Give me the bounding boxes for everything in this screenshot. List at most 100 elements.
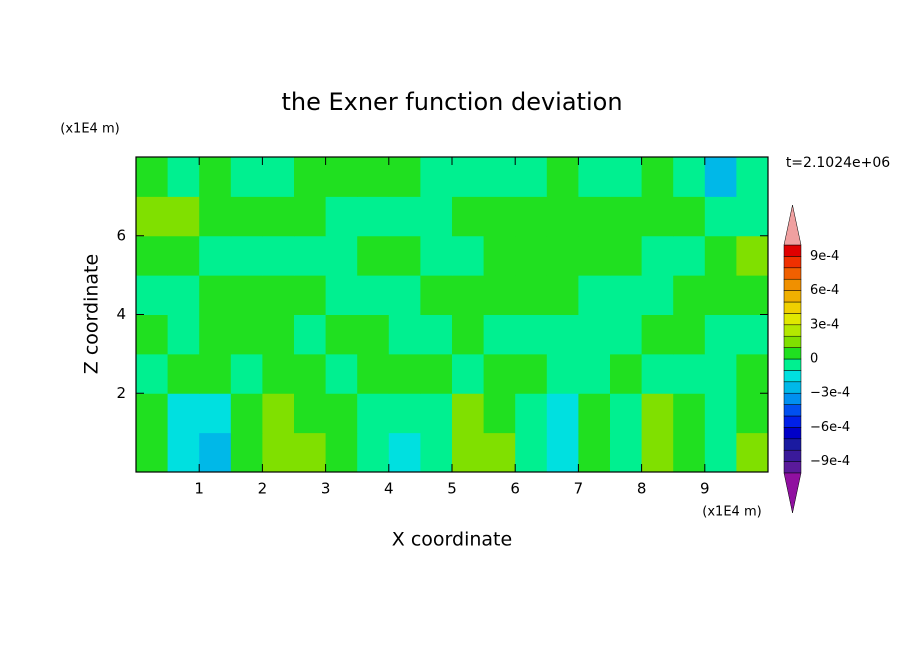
colorbar-segment	[783, 415, 802, 428]
field-cell	[452, 235, 485, 276]
field-cell	[357, 353, 390, 394]
field-cell	[641, 157, 674, 197]
field-cell	[420, 196, 453, 237]
field-cell	[357, 393, 390, 434]
colorbar-segment	[783, 278, 802, 291]
field-cell	[610, 314, 643, 355]
field-cell	[230, 235, 263, 276]
colorbar-segment	[783, 244, 802, 257]
field-cell	[325, 157, 358, 197]
field-cell	[704, 353, 737, 394]
field-cell	[452, 275, 485, 315]
field-cell	[452, 353, 485, 394]
field-cell	[388, 235, 421, 276]
field-cell	[262, 275, 295, 315]
field-cell	[136, 314, 169, 355]
field-cell	[388, 275, 421, 315]
field-cell	[452, 393, 485, 434]
y-tick-label: 2	[116, 384, 126, 402]
field-cell	[420, 314, 453, 355]
field-cell	[610, 275, 643, 315]
field-cell	[610, 432, 643, 473]
field-cell	[483, 235, 516, 276]
colorbar-segment	[783, 449, 802, 462]
field-cell	[294, 275, 327, 315]
field-cell	[546, 353, 579, 394]
field-cell	[167, 432, 200, 473]
field-cell	[673, 157, 706, 197]
colorbar-label: 6e-4	[810, 283, 839, 298]
x-tick-label: 2	[258, 480, 268, 498]
field-cell	[546, 314, 579, 355]
field-cell	[325, 235, 358, 276]
field-cell	[136, 393, 169, 434]
field-cell	[199, 235, 232, 276]
field-cell	[736, 393, 769, 434]
field-cell	[704, 275, 737, 315]
field-cell	[515, 432, 548, 473]
x-tick-label: 6	[510, 480, 520, 498]
colorbar-segment	[783, 301, 802, 314]
x-tick-label: 9	[700, 480, 710, 498]
colorbar-segment	[783, 267, 802, 280]
field-cell	[704, 235, 737, 276]
colorbar-segment	[783, 290, 802, 303]
field-cell	[420, 157, 453, 197]
field-cell	[262, 353, 295, 394]
field-cell	[230, 314, 263, 355]
field-cell	[199, 314, 232, 355]
y-unit: (x1E4 m)	[60, 122, 119, 137]
field-cell	[483, 157, 516, 197]
field-cell	[294, 157, 327, 197]
colorbar-label: −3e-4	[810, 386, 850, 401]
field-cell	[294, 432, 327, 473]
colorbar-label: 9e-4	[810, 249, 839, 264]
field-cell	[483, 196, 516, 237]
field-cell	[167, 235, 200, 276]
colorbar-segment	[783, 358, 802, 371]
field-cell	[673, 432, 706, 473]
field-cell	[673, 275, 706, 315]
colorbar-segment	[783, 381, 802, 394]
field-cell	[357, 235, 390, 276]
field-cell	[641, 275, 674, 315]
field-cell	[420, 393, 453, 434]
field-cell	[199, 393, 232, 434]
colorbar-segment	[783, 256, 802, 269]
field-cell	[262, 432, 295, 473]
field-cell	[452, 314, 485, 355]
field-cell	[483, 393, 516, 434]
x-tick-label: 7	[574, 480, 584, 498]
field-cell	[167, 157, 200, 197]
field-cell	[167, 353, 200, 394]
field-cell	[388, 196, 421, 237]
field-cell	[230, 157, 263, 197]
field-cell	[641, 314, 674, 355]
field-cell	[230, 275, 263, 315]
field-cell	[199, 157, 232, 197]
field-cell	[578, 235, 611, 276]
field-cell	[294, 393, 327, 434]
field-cell	[736, 314, 769, 355]
colorbar-segment	[783, 427, 802, 440]
field-cell	[578, 353, 611, 394]
field-cell	[199, 196, 232, 237]
field-cell	[641, 432, 674, 473]
x-tick-label: 4	[384, 480, 394, 498]
field-cell	[325, 353, 358, 394]
field-cell	[673, 393, 706, 434]
field-cell	[483, 314, 516, 355]
colorbar-extend-high	[783, 204, 802, 246]
field-cell	[388, 432, 421, 473]
field-cell	[199, 353, 232, 394]
field-cell	[578, 275, 611, 315]
field-cell	[515, 275, 548, 315]
field-cell	[673, 353, 706, 394]
field-cell	[578, 157, 611, 197]
y-tick-label: 4	[116, 305, 126, 323]
field-cell	[641, 196, 674, 237]
field-cell	[325, 432, 358, 473]
field-cell	[673, 196, 706, 237]
field-cell	[167, 393, 200, 434]
